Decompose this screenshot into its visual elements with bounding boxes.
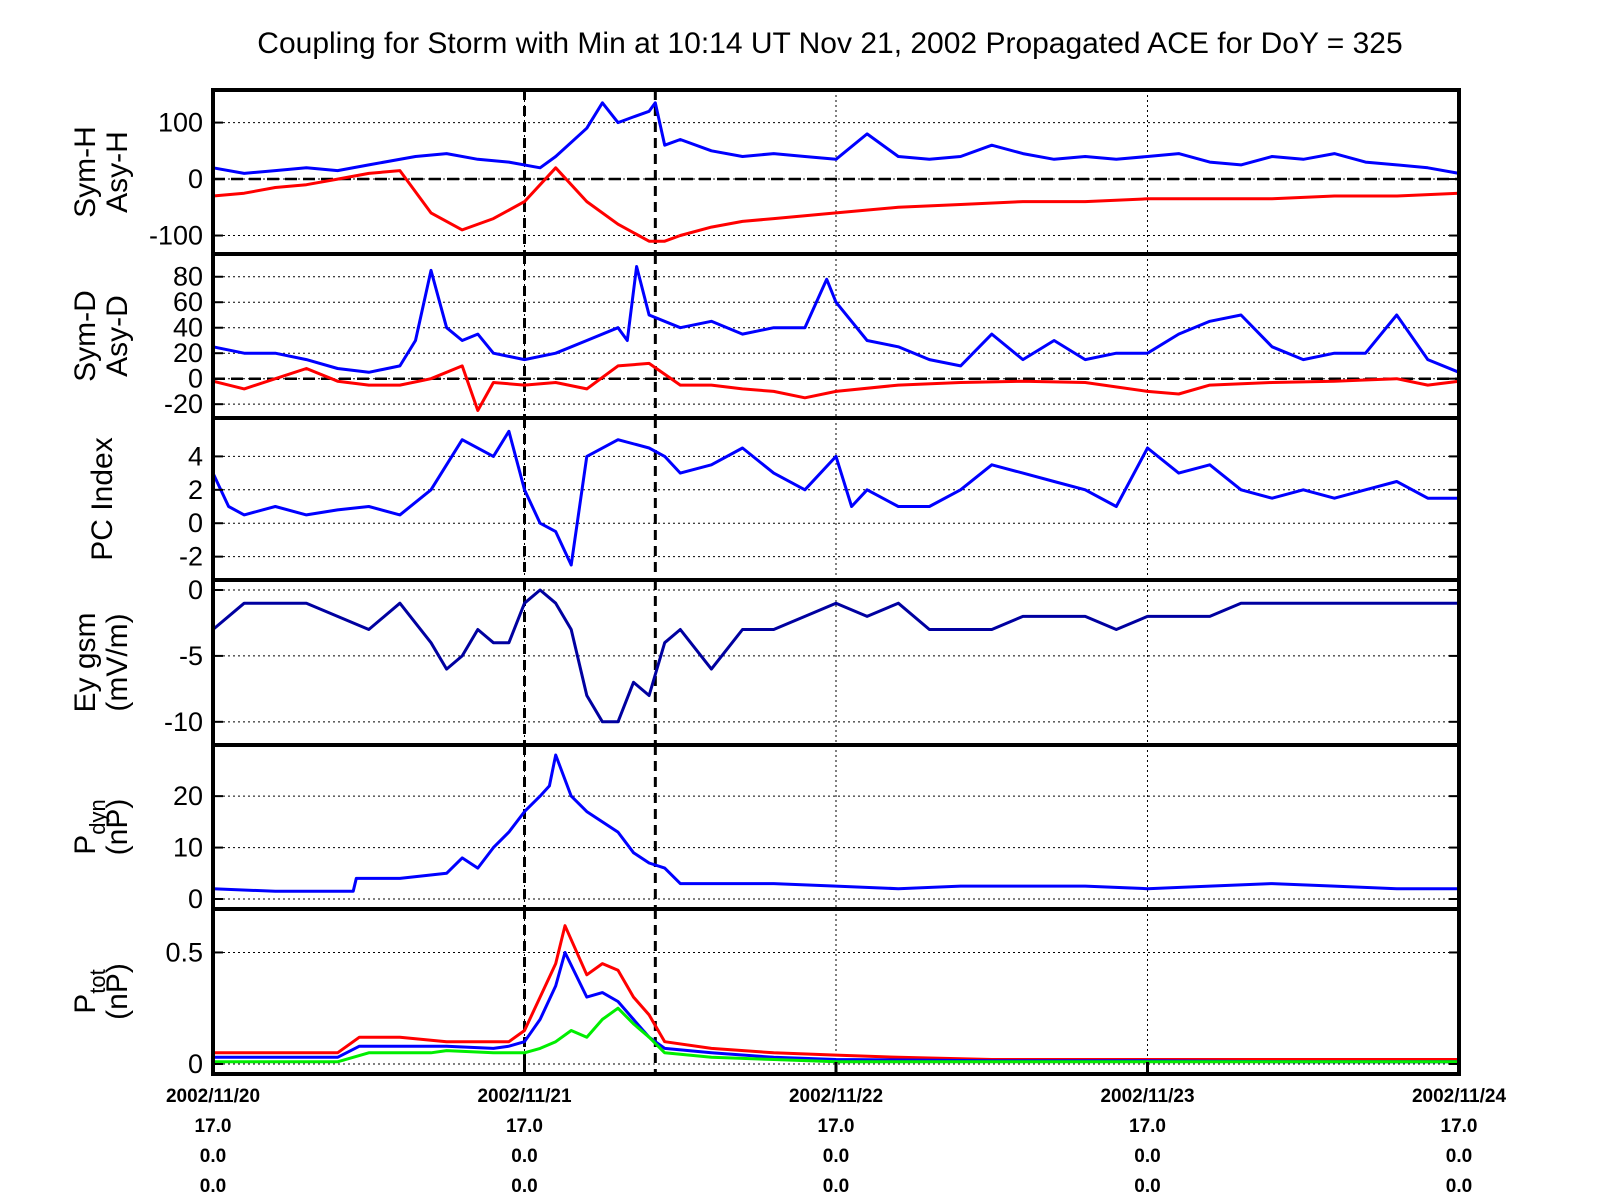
y-axis-label: (nP)	[101, 963, 134, 1020]
y-tick-label: 0	[188, 164, 203, 194]
x-tick-sublabel: 0.0	[1446, 1146, 1472, 1167]
panel-ey: 0 -5 -10 Ey gsm (mV/m)	[69, 575, 1461, 747]
y-tick-label: 0.5	[165, 937, 203, 967]
y-axis-label-subscript: tot	[85, 969, 110, 993]
x-tick-date: 2002/11/22	[789, 1086, 883, 1107]
series-line-pdyn-0	[212, 753, 1459, 893]
x-tick-sublabel: 0.0	[200, 1176, 226, 1197]
y-tick-label: 0	[188, 575, 203, 605]
x-tick-sublabel: 0.0	[1134, 1146, 1160, 1167]
y-tick-label: 10	[173, 833, 203, 863]
x-tick-date: 2002/11/21	[477, 1086, 571, 1107]
x-tick-sublabel: 17.0	[818, 1116, 855, 1137]
y-tick-label: -2	[179, 542, 203, 572]
x-tick-sublabel: 0.0	[511, 1176, 537, 1197]
series-line-ptot-1	[213, 951, 1459, 1064]
y-tick-label: -10	[164, 707, 203, 737]
x-tick-sublabel: 0.0	[823, 1146, 849, 1167]
y-tick-label: 100	[158, 108, 203, 138]
x-tick-sublabel: 17.0	[1129, 1116, 1166, 1137]
y-axis-label: Sym-H	[69, 126, 102, 218]
y-tick-label: 20	[173, 338, 203, 368]
y-axis-label: Asy-H	[101, 131, 134, 213]
x-tick-sublabel: 17.0	[1441, 1116, 1478, 1137]
y-tick-label: 2	[188, 475, 203, 505]
y-tick-label: 0	[188, 364, 203, 394]
x-tick-sublabel: 0.0	[200, 1146, 226, 1167]
y-tick-label: 0	[188, 884, 203, 914]
y-tick-label: 40	[173, 313, 203, 343]
y-tick-label: 20	[173, 781, 203, 811]
y-axis-label: (nP)	[101, 799, 134, 856]
x-tick-date: 2002/11/23	[1100, 1086, 1194, 1107]
chart-title: Coupling for Storm with Min at 10:14 UT …	[257, 27, 1402, 60]
y-axis-label: Sym-D	[69, 290, 102, 382]
y-axis-label-subscript: dyn	[85, 799, 110, 834]
panel-pc: 4 20 -2 PC Index	[86, 416, 1461, 582]
y-tick-label: 4	[188, 441, 203, 471]
y-tick-label: 0	[188, 508, 203, 538]
series-line-symh-1	[212, 166, 1460, 243]
y-axis-label: (mV/m)	[101, 613, 134, 711]
x-tick-date: 2002/11/24	[1412, 1086, 1506, 1107]
y-tick-label: 60	[173, 287, 203, 317]
x-tick-sublabel: 17.0	[506, 1116, 543, 1137]
x-tick-sublabel: 17.0	[195, 1116, 232, 1137]
y-axis-label: Asy-D	[101, 295, 134, 377]
panel-symh: 100 0 -100 Sym-H Asy-H	[69, 88, 1461, 256]
y-axis-label: PC Index	[86, 437, 119, 560]
x-tick-date: 2002/11/20	[166, 1086, 260, 1107]
series-line-symd-0	[212, 265, 1460, 374]
series-line-ptot-2	[213, 1006, 1459, 1064]
y-tick-label: -5	[179, 641, 203, 671]
y-tick-label: 80	[173, 262, 203, 292]
series-line-ey-0	[212, 588, 1459, 724]
series-line-symh-0	[212, 101, 1460, 175]
x-tick-sublabel: 0.0	[1134, 1176, 1160, 1197]
series-line-ptot-0	[213, 924, 1459, 1061]
x-axis-labels: 2002/11/20 17.0 0.0 0.0 2002/11/21 17.0 0.0 0.0…	[166, 1062, 1506, 1197]
series-line-symd-1	[212, 361, 1460, 412]
x-tick-sublabel: 0.0	[1446, 1176, 1472, 1197]
y-tick-label: 0	[188, 1049, 203, 1079]
series-line-pc-0	[211, 429, 1459, 567]
y-axis-label: Ey gsm	[69, 612, 102, 712]
y-tick-label: -20	[164, 389, 203, 419]
x-tick-sublabel: 0.0	[823, 1176, 849, 1197]
y-tick-label: -100	[149, 221, 203, 251]
x-tick-sublabel: 0.0	[511, 1146, 537, 1167]
